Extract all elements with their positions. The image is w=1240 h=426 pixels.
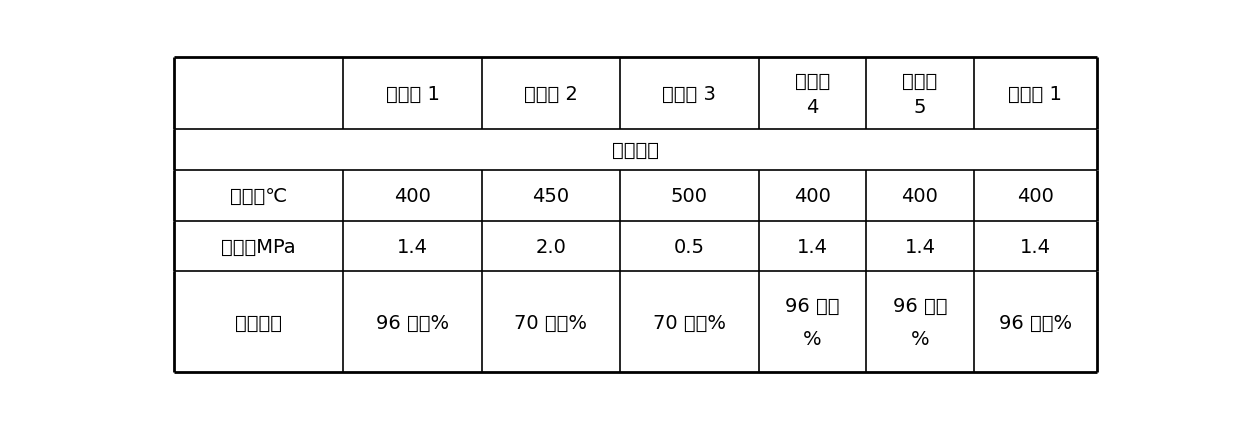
Text: 400: 400 [394, 187, 432, 206]
Text: 1.4: 1.4 [904, 237, 935, 256]
Text: 70 体积%: 70 体积% [515, 313, 588, 332]
Text: 实施例: 实施例 [903, 72, 937, 90]
Text: 4: 4 [806, 98, 818, 116]
Text: 96 体积%: 96 体积% [998, 313, 1071, 332]
Text: 1.4: 1.4 [1019, 237, 1050, 256]
Text: 还原条件: 还原条件 [613, 141, 658, 160]
Text: 500: 500 [671, 187, 708, 206]
Text: 5: 5 [914, 98, 926, 116]
Text: 还原气体: 还原气体 [236, 313, 283, 332]
Text: 实施例 3: 实施例 3 [662, 84, 717, 104]
Text: 实施例: 实施例 [795, 72, 830, 90]
Text: 96 体积: 96 体积 [893, 296, 947, 316]
Text: 400: 400 [1017, 187, 1054, 206]
Text: %: % [804, 329, 822, 348]
Text: 温度，℃: 温度，℃ [231, 187, 288, 206]
Text: 1.4: 1.4 [397, 237, 428, 256]
Text: 0.5: 0.5 [673, 237, 704, 256]
Text: %: % [910, 329, 929, 348]
Text: 450: 450 [532, 187, 569, 206]
Text: 实施例 1: 实施例 1 [386, 84, 439, 104]
Text: 96 体积: 96 体积 [785, 296, 839, 316]
Text: 对比例 1: 对比例 1 [1008, 84, 1063, 104]
Text: 96 体积%: 96 体积% [376, 313, 449, 332]
Text: 压力，MPa: 压力，MPa [222, 237, 296, 256]
Text: 2.0: 2.0 [536, 237, 567, 256]
Text: 400: 400 [901, 187, 939, 206]
Text: 实施例 2: 实施例 2 [525, 84, 578, 104]
Text: 400: 400 [794, 187, 831, 206]
Text: 70 体积%: 70 体积% [652, 313, 725, 332]
Text: 1.4: 1.4 [797, 237, 828, 256]
